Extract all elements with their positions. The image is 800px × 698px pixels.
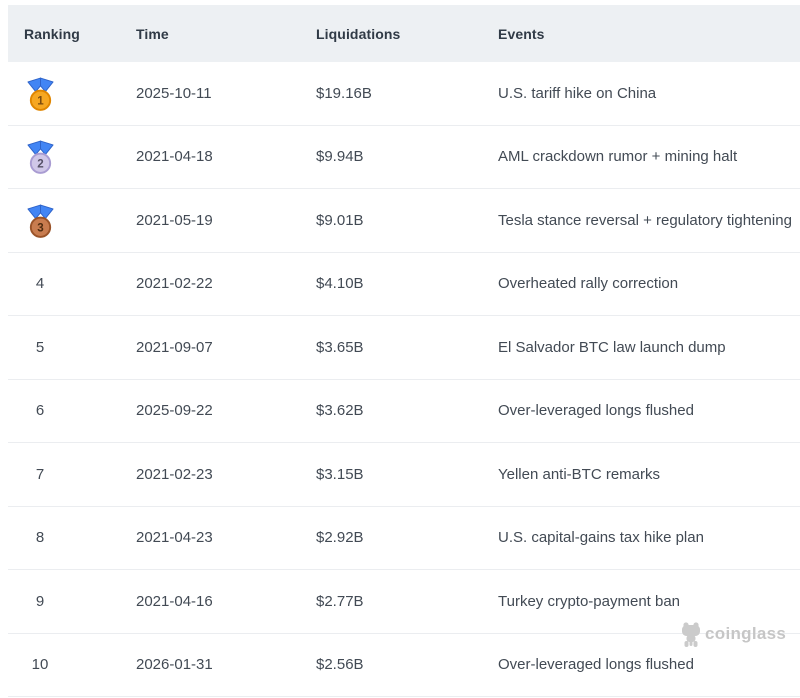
time-cell: 2026-01-31 <box>136 656 213 674</box>
events-cell: Over-leveraged longs flushed <box>498 656 694 674</box>
rank-cell: 6 <box>24 402 56 419</box>
time-cell: 2021-09-07 <box>136 338 213 356</box>
liquidations-cell: $3.15B <box>316 465 364 483</box>
events-cell: Over-leveraged longs flushed <box>498 402 694 420</box>
coinglass-watermark: coinglass <box>681 619 786 649</box>
svg-text:2: 2 <box>37 158 43 171</box>
column-header-events: Events <box>498 25 545 42</box>
bronze-medal-icon: 3 <box>26 204 54 238</box>
svg-text:3: 3 <box>37 221 44 234</box>
table-row: 5 2021-09-07 $3.65B El Salvador BTC law … <box>8 316 800 380</box>
rank-cell: 10 <box>24 656 56 673</box>
rank-cell: 4 <box>24 275 56 292</box>
rank-cell: 7 <box>24 466 56 483</box>
table-row: 3 2021-05-19 $9.01B Tesla stance reversa… <box>8 189 800 253</box>
time-cell: 2025-10-11 <box>136 84 212 102</box>
table-row: 1 2025-10-11 $19.16B U.S. tariff hike on… <box>8 62 800 126</box>
table-header-row: Ranking Time Liquidations Events <box>8 5 800 62</box>
table-row: 9 2021-04-16 $2.77B Turkey crypto-paymen… <box>8 570 800 634</box>
table-row: 8 2021-04-23 $2.92B U.S. capital-gains t… <box>8 506 800 570</box>
time-cell: 2021-04-18 <box>136 148 213 166</box>
events-cell: AML crackdown rumor + mining halt <box>498 148 738 166</box>
time-cell: 2021-04-23 <box>136 529 213 547</box>
column-header-time: Time <box>136 25 169 42</box>
events-cell: Turkey crypto-payment ban <box>498 592 681 610</box>
events-cell: Yellen anti-BTC remarks <box>498 465 661 483</box>
table-row: 10 2026-01-31 $2.56B Over-leveraged long… <box>8 633 800 697</box>
rank-number: 7 <box>35 465 45 483</box>
time-cell: 2025-09-22 <box>136 402 213 420</box>
rank-number: 5 <box>35 338 45 356</box>
liquidations-cell: $3.62B <box>316 402 364 420</box>
time-cell: 2021-02-23 <box>136 465 213 483</box>
liquidations-cell: $9.01B <box>316 211 364 229</box>
rank-number: 6 <box>35 402 45 420</box>
coinglass-mascot-icon <box>682 622 700 647</box>
table-row: 2 2021-04-18 $9.94B AML crackdown rumor … <box>8 125 800 189</box>
liquidations-cell: $3.65B <box>316 338 364 356</box>
column-header-ranking: Ranking <box>24 25 80 42</box>
rank-cell: 3 <box>24 202 56 239</box>
events-cell: U.S. tariff hike on China <box>498 84 657 102</box>
gold-medal-icon: 1 <box>26 77 54 111</box>
events-cell: Overheated rally correction <box>498 275 679 293</box>
rank-number: 4 <box>35 275 45 293</box>
table-row: 7 2021-02-23 $3.15B Yellen anti-BTC rema… <box>8 443 800 507</box>
events-cell: U.S. capital-gains tax hike plan <box>498 529 704 547</box>
liquidations-cell: $4.10B <box>316 275 364 293</box>
rank-number: 8 <box>35 529 45 547</box>
liquidations-cell: $19.16B <box>316 84 372 102</box>
time-cell: 2021-02-22 <box>136 275 213 293</box>
rank-number: 10 <box>31 656 49 674</box>
events-cell: Tesla stance reversal + regulatory tight… <box>498 211 792 229</box>
liquidations-table: Ranking Time Liquidations Events 1 2025-… <box>8 5 800 697</box>
table-row: 4 2021-02-22 $4.10B Overheated rally cor… <box>8 252 800 316</box>
rank-cell: 5 <box>24 339 56 356</box>
table-row: 6 2025-09-22 $3.62B Over-leveraged longs… <box>8 379 800 443</box>
rank-cell: 2 <box>24 138 56 175</box>
liquidations-cell: $2.56B <box>316 656 364 674</box>
svg-text:1: 1 <box>37 94 44 107</box>
rank-cell: 1 <box>24 75 56 112</box>
liquidations-cell: $2.77B <box>316 592 364 610</box>
coinglass-watermark-label: coinglass <box>705 624 787 643</box>
liquidations-cell: $2.92B <box>316 529 364 547</box>
events-cell: El Salvador BTC law launch dump <box>498 338 726 356</box>
liquidations-cell: $9.94B <box>316 148 364 166</box>
time-cell: 2021-04-16 <box>136 592 213 610</box>
rank-number: 9 <box>35 592 45 610</box>
column-header-liquidations: Liquidations <box>316 25 401 42</box>
silver-medal-icon: 2 <box>26 140 54 175</box>
rank-cell: 9 <box>24 593 56 610</box>
rank-cell: 8 <box>24 529 56 546</box>
time-cell: 2021-05-19 <box>136 211 213 229</box>
